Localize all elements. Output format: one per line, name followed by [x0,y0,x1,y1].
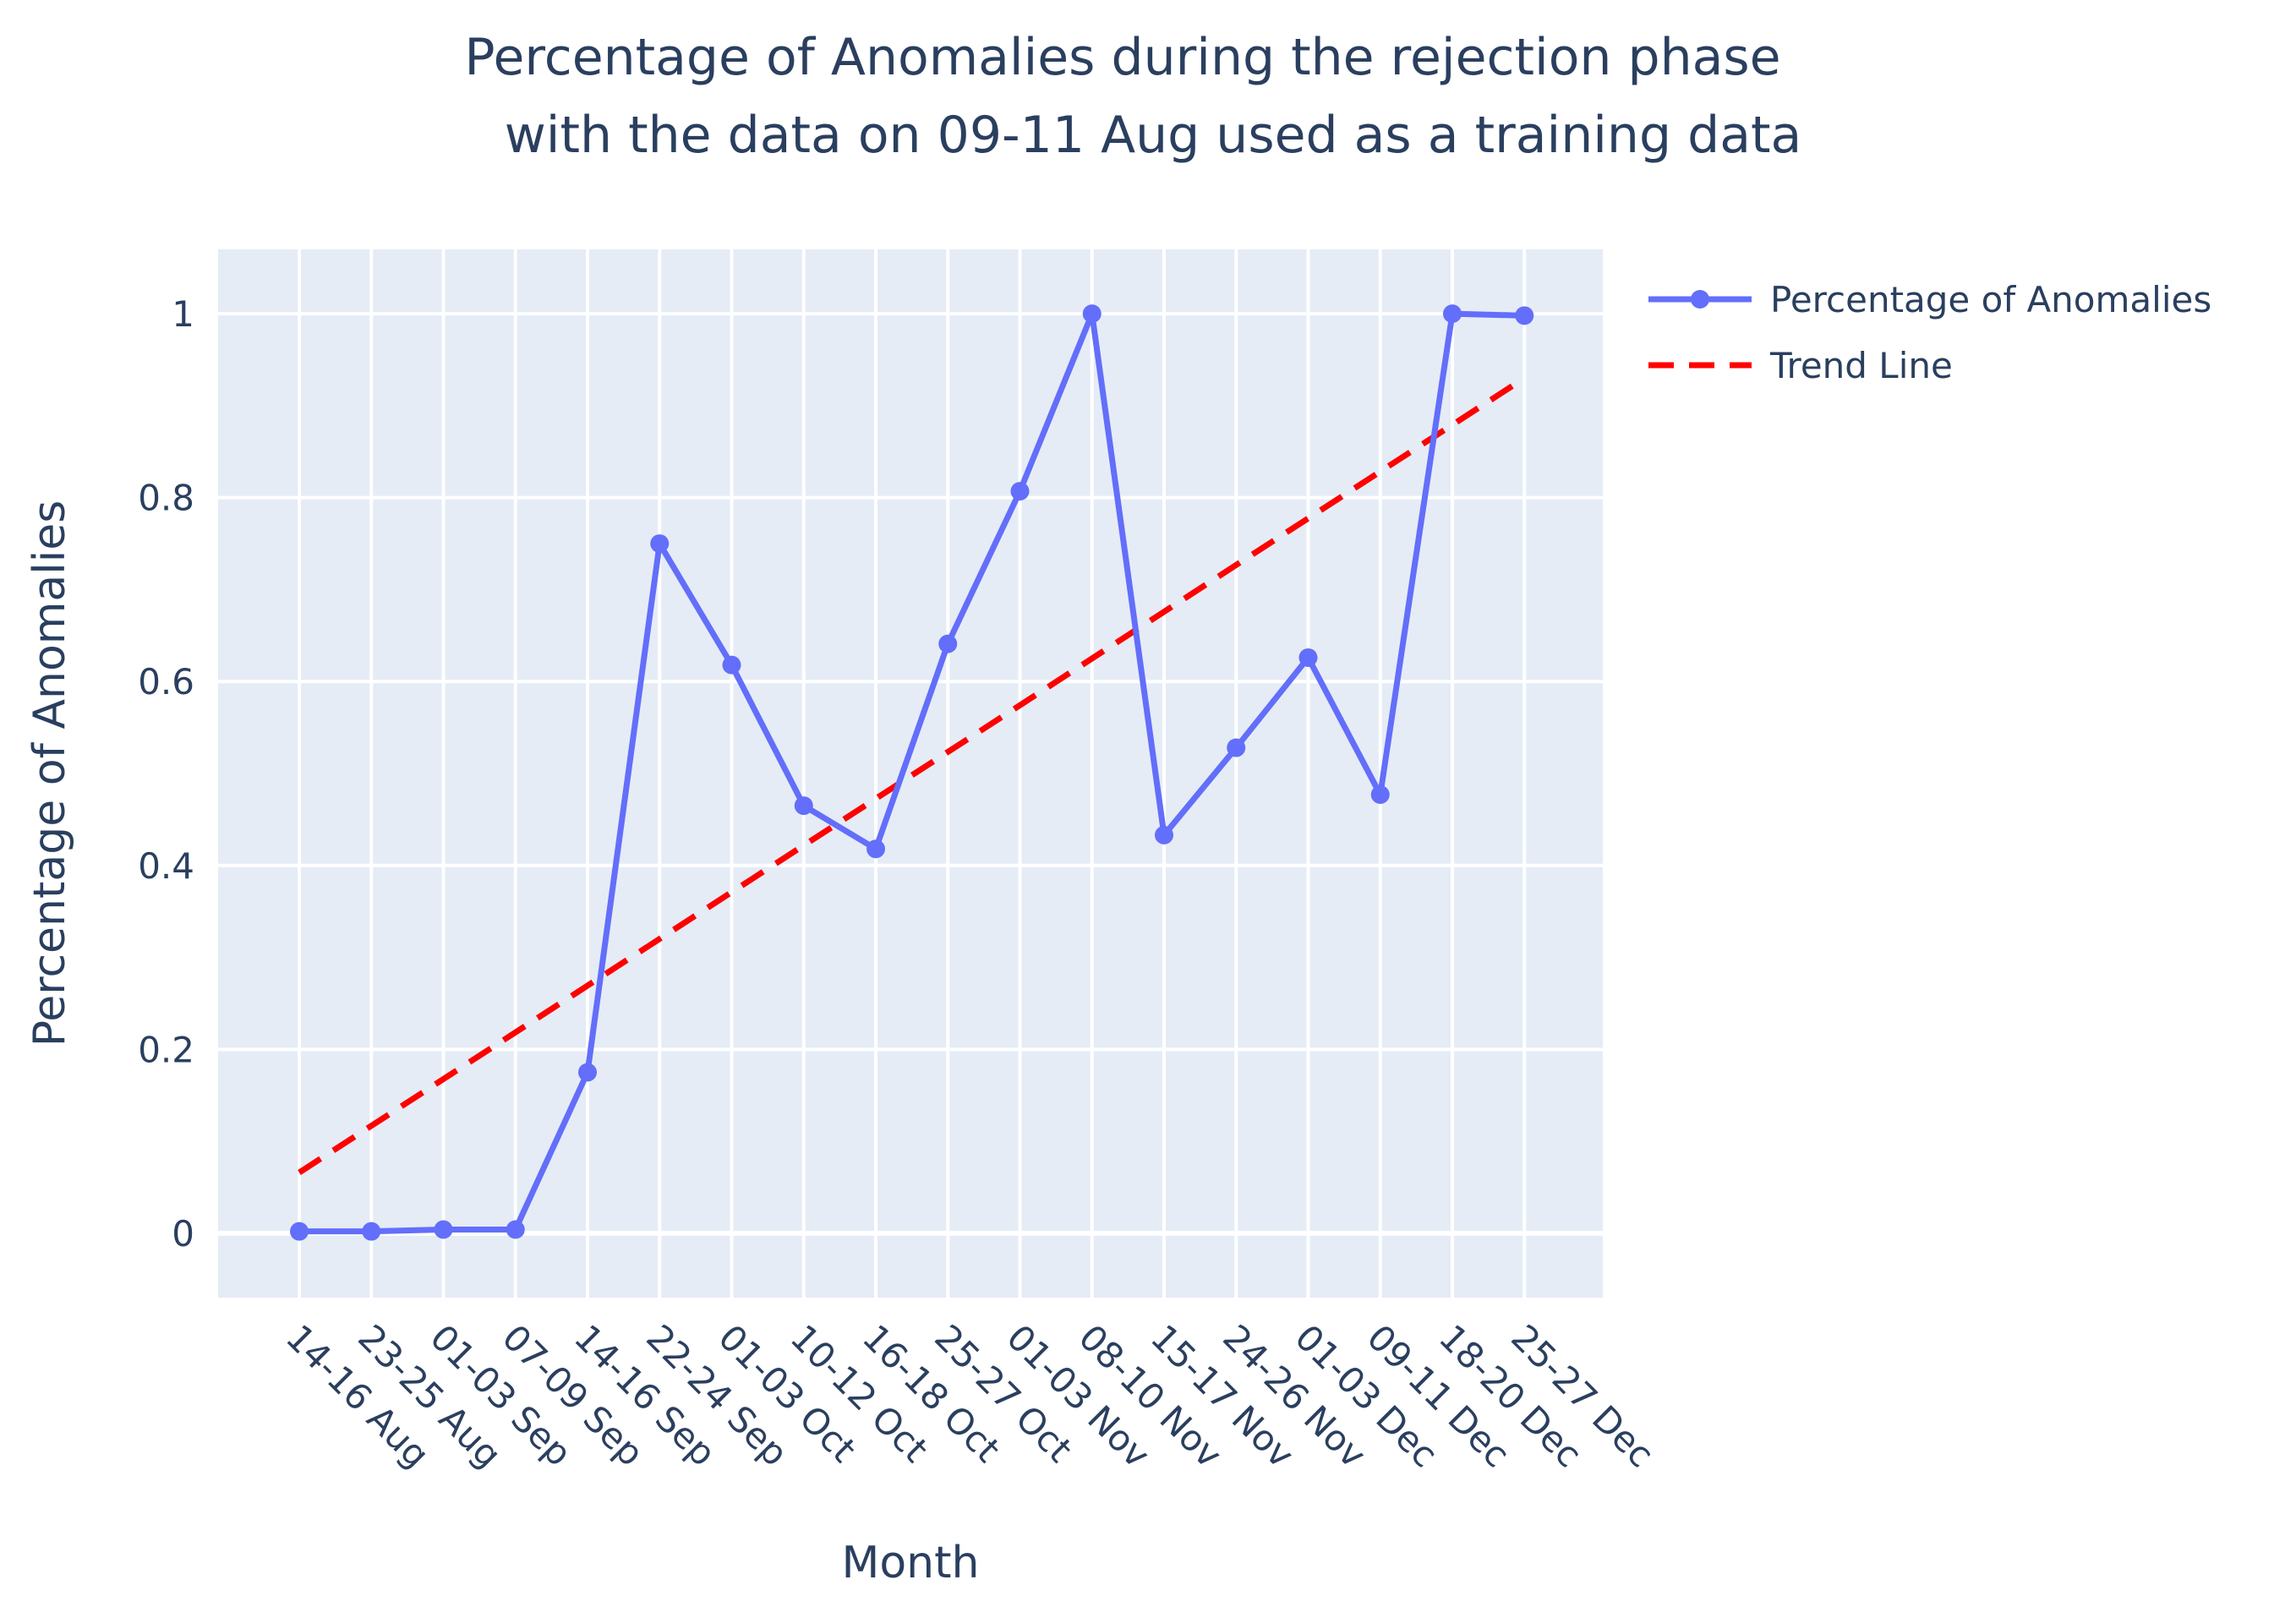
anomalies-point[interactable] [290,1222,309,1241]
anomalies-point[interactable] [1298,648,1318,667]
anomalies-point[interactable] [578,1063,597,1082]
anomalies-point[interactable] [722,655,741,675]
plot-area [218,249,1603,1298]
anomalies-point[interactable] [1370,785,1390,805]
anomalies-point[interactable] [1227,738,1246,757]
anomalies-series [290,304,1534,1241]
anomalies-point[interactable] [362,1222,381,1241]
anomalies-point[interactable] [434,1220,453,1239]
anomalies-point[interactable] [650,534,670,554]
chart-title-line-1: Percentage of Anomalies during the rejec… [464,28,1780,87]
y-tick-label: 0.2 [138,1029,194,1070]
anomalies-point[interactable] [1515,306,1534,325]
anomalies-point[interactable] [866,839,885,859]
anomalies-point[interactable] [1082,304,1102,324]
y-axis-ticks: 0 0.2 0.4 0.6 0.8 1 [138,293,194,1254]
anomalies-point[interactable] [794,796,813,816]
y-tick-label: 0.8 [138,478,194,519]
anomalies-point[interactable] [1155,825,1173,844]
grid-lines [218,249,1603,1298]
anomalies-point[interactable] [1010,482,1030,501]
legend-anomalies-label: Percentage of Anomalies [1770,279,2211,320]
y-axis-title: Percentage of Anomalies [25,500,75,1047]
legend-item-trend[interactable]: Trend Line [1648,345,1953,386]
y-tick-label: 0.6 [138,661,194,702]
legend[interactable]: Percentage of Anomalies Trend Line [1648,279,2211,386]
legend-item-anomalies[interactable]: Percentage of Anomalies [1648,279,2211,320]
anomalies-point[interactable] [506,1220,525,1239]
anomalies-point[interactable] [1443,304,1462,324]
legend-trend-label: Trend Line [1769,345,1953,386]
anomalies-point[interactable] [938,634,958,653]
x-axis-title: Month [842,1538,980,1588]
y-tick-label: 0 [172,1213,194,1254]
y-tick-label: 1 [172,293,194,335]
y-tick-label: 0.4 [138,845,194,887]
anomalies-line [299,310,1525,1235]
chart-title-line-2: with the data on 09-11 Aug used as a tra… [505,106,1802,165]
legend-anomalies-marker [1691,290,1709,309]
